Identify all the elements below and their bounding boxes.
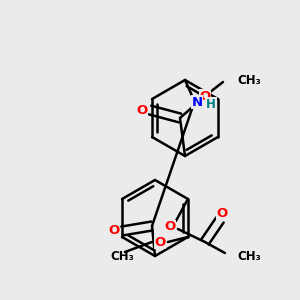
Text: CH₃: CH₃ — [237, 250, 261, 263]
Text: CH₃: CH₃ — [237, 74, 261, 86]
Text: O: O — [200, 89, 211, 103]
Text: O: O — [154, 236, 166, 248]
Text: CH₃: CH₃ — [110, 250, 134, 262]
Text: N: N — [191, 95, 203, 109]
Text: O: O — [164, 220, 175, 233]
Text: O: O — [136, 103, 148, 116]
Text: O: O — [108, 224, 120, 238]
Text: O: O — [216, 208, 227, 220]
Text: H: H — [206, 98, 216, 110]
